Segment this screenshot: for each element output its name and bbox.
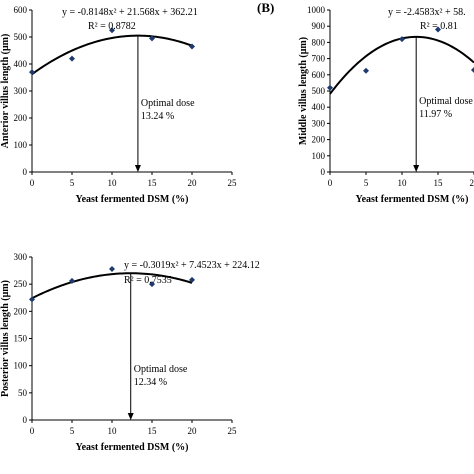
y-tick-label: 200 [14,306,28,316]
x-tick-label: 25 [228,426,238,436]
arrow-head [134,165,141,172]
data-point [189,43,195,50]
x-tick-label: 0 [30,426,35,436]
data-point [109,27,115,34]
chart-posterior: 0 50 100 150 200 250 300 0 5 10 15 20 25 Yeast fermen… [0,252,260,453]
data-point [189,276,195,283]
y-tick-label: 700 [312,54,326,64]
y-tick-label: 100 [312,151,326,161]
y-tick-label: 250 [14,279,28,289]
data-point [29,69,35,76]
fit-curve [329,35,474,95]
optimal-dose-label: Optimal dose [419,96,473,107]
x-tick-label: 20 [188,178,198,188]
y-axis-label: Posterior villus length (μm) [0,280,11,397]
y-tick-label: 500 [312,86,326,96]
y-tick-label: 900 [312,21,326,31]
x-tick-label: 10 [398,178,408,188]
x-tick-label: 20 [188,426,198,436]
optimal-dose-label: Optimal dose [134,364,188,375]
r-squared: R² = 0.81 [420,21,458,32]
y-tick-label: 600 [312,70,326,80]
fit-curve [31,34,193,76]
data-point [69,55,75,62]
y-tick-label: 0 [321,167,326,177]
x-axis-label: Yeast fermented DSM (%) [355,194,468,205]
y-axis-label: Anterior villus length (μm) [0,34,11,149]
x-tick-label: 5 [70,178,75,188]
x-axis-label: Yeast fermented DSM (%) [75,194,188,205]
y-tick-label: 1000 [307,5,326,15]
x-tick-label: 15 [148,426,158,436]
data-point [363,67,369,74]
y-tick-label: 100 [14,140,28,150]
y-tick-label: 400 [14,59,28,69]
optimal-dose-label: Optimal dose [141,98,195,109]
y-tick-label: 200 [14,113,28,123]
x-tick-label: 25 [228,178,238,188]
panel-label: (B) [257,0,274,15]
y-tick-label: 100 [14,361,28,371]
y-tick-label: 200 [312,135,326,145]
x-tick-label: 0 [328,178,333,188]
optimal-dose-value: 11.97 % [419,109,452,120]
data-point [327,84,333,91]
chart-middle: 0 100 200 300 400 500 600 700 800 900 1000 0 5 10 15 20… [257,0,474,205]
x-tick-label: 10 [108,178,118,188]
r-squared: R² = 0.8782 [88,21,136,32]
y-tick-label: 500 [14,32,28,42]
y-tick-label: 150 [14,334,28,344]
x-tick-label: 15 [434,178,444,188]
x-tick-label: 10 [108,426,118,436]
data-point [149,281,155,288]
data-point [471,66,474,73]
r-squared: R² = 0.7535 [124,275,172,286]
y-tick-label: 300 [312,118,326,128]
chart-anterior: 0 100 200 300 400 500 600 0 5 10 15 20 25 Yeast ferme… [0,5,237,205]
data-point [29,296,35,303]
data-point [435,26,441,33]
y-tick-label: 0 [23,167,28,177]
x-tick-label: 15 [148,178,158,188]
optimal-dose-value: 13.24 % [141,111,174,122]
y-tick-label: 800 [312,37,326,47]
x-tick-label: 5 [364,178,369,188]
y-tick-label: 400 [312,102,326,112]
y-tick-label: 50 [18,388,28,398]
x-tick-label: 5 [70,426,75,436]
x-tick-label: 20 [470,178,474,188]
data-point [109,265,115,272]
y-tick-label: 0 [23,415,28,425]
regression-equation: y = -0.8148x² + 21.568x + 362.21 [62,7,198,18]
data-point [399,36,405,43]
fit-curve [31,272,193,300]
arrow-head [413,165,420,172]
regression-equation: y = -2.4583x² + 58. [388,7,466,18]
y-tick-label: 300 [14,86,28,96]
regression-equation: y = -0.3019x² + 7.4523x + 224.12 [124,260,260,271]
x-tick-label: 0 [30,178,35,188]
optimal-dose-value: 12.34 % [134,377,167,388]
y-tick-label: 300 [14,252,28,262]
data-point [149,35,155,42]
x-axis-label: Yeast fermented DSM (%) [75,442,188,453]
y-axis-label: Middle villus length (μm) [298,37,309,145]
data-point [69,277,75,284]
arrow-head [127,413,134,420]
y-tick-label: 600 [14,5,28,15]
